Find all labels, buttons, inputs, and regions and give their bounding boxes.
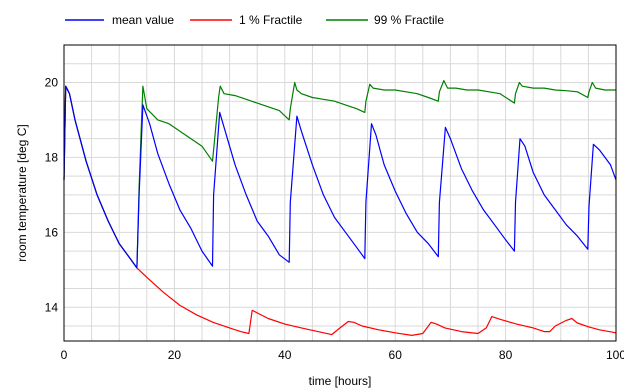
series-layer [63,79,617,336]
x-tick-label: 60 [389,348,403,362]
x-tick-label: 40 [278,348,292,362]
x-tick-label: 20 [168,348,182,362]
y-tick-label: 20 [45,75,59,89]
grid [64,45,616,341]
legend-label-mean-value: mean value [112,13,174,27]
series-line-99-fractile [63,79,616,269]
legend: mean value 1 % Fractile 99 % Fractile [65,13,444,27]
legend-label-99-fractile: 99 % Fractile [374,13,444,27]
x-tick-label: 0 [61,348,68,362]
plot-frame [63,44,617,342]
tick-labels: 0 20 40 60 80 100 14 16 18 20 [45,75,624,362]
y-tick-label: 14 [45,300,59,314]
x-axis-label: time [hours] [309,374,372,388]
y-tick-label: 16 [45,225,59,239]
x-tick-label: 80 [499,348,513,362]
legend-label-1-fractile: 1 % Fractile [239,13,303,27]
y-axis-label: room temperature [deg C] [15,124,29,261]
series-line-mean-value [63,85,617,269]
y-tick-label: 18 [45,150,59,164]
x-tick-label: 100 [606,348,624,362]
